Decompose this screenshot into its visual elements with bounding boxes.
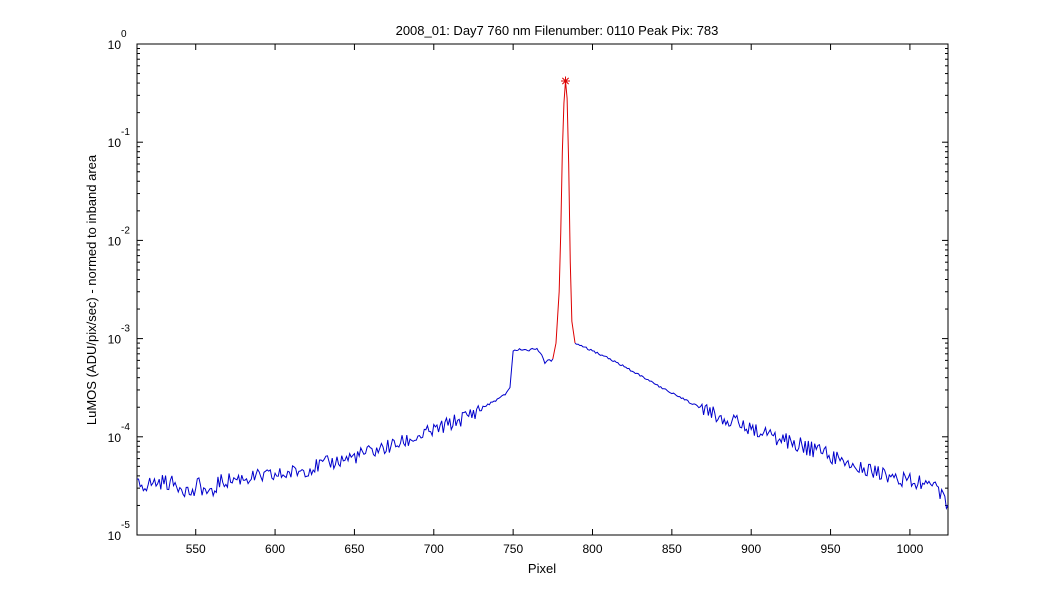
x-tick-label: 1000 <box>897 542 924 556</box>
x-tick-label: 600 <box>265 542 285 556</box>
series-line-2 <box>574 342 949 510</box>
y-tick-label-base: 10 <box>108 234 122 248</box>
y-tick-label-exponent: -2 <box>121 225 130 236</box>
x-tick-label: 750 <box>503 542 523 556</box>
peak-marker <box>561 76 571 86</box>
x-tick-label: 900 <box>741 542 761 556</box>
y-tick-label-exponent: 0 <box>121 29 127 40</box>
series-line-1 <box>552 80 576 360</box>
y-axis-label: LuMOS (ADU/pix/sec) - normed to inband a… <box>84 154 99 425</box>
y-tick-label-exponent: -3 <box>121 324 130 335</box>
series-line-0 <box>136 347 554 498</box>
x-tick-label: 700 <box>424 542 444 556</box>
x-tick-label: 650 <box>344 542 364 556</box>
x-tick-label: 550 <box>186 542 206 556</box>
y-tick-label-exponent: -5 <box>121 520 130 531</box>
x-tick-label: 950 <box>821 542 841 556</box>
x-axis-ticks: 550 600 650 700 750 800 850 900 950 1000 <box>186 44 924 556</box>
y-tick-label-base: 10 <box>108 431 122 445</box>
y-tick-label-exponent: -1 <box>121 127 130 138</box>
x-axis-label: Pixel <box>528 561 556 576</box>
data-series <box>136 80 949 510</box>
y-tick-label-base: 10 <box>108 136 122 150</box>
chart-title: 2008_01: Day7 760 nm Filenumber: 0110 Pe… <box>396 23 719 38</box>
x-tick-label: 800 <box>582 542 602 556</box>
peak-marker-stroke <box>562 77 570 85</box>
peak-marker-group <box>561 76 571 86</box>
plot-area <box>136 43 949 536</box>
y-tick-label-base: 10 <box>108 38 122 52</box>
y-tick-label-base: 10 <box>108 529 122 543</box>
y-tick-label-exponent: -4 <box>121 422 130 433</box>
y-tick-label-base: 10 <box>108 333 122 347</box>
x-tick-label: 850 <box>662 542 682 556</box>
